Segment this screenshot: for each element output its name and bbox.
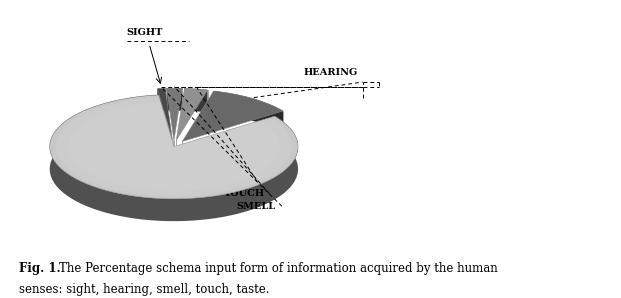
Polygon shape [184,89,207,112]
Polygon shape [50,95,298,221]
Text: HEARING: HEARING [303,68,357,77]
Polygon shape [166,88,182,140]
Polygon shape [176,89,207,140]
Polygon shape [166,88,182,111]
Polygon shape [50,95,298,199]
Polygon shape [157,88,173,140]
Text: Fig. 1.: Fig. 1. [19,262,60,275]
Polygon shape [68,103,279,191]
Text: TASTE: TASTE [211,177,247,186]
Polygon shape [214,91,283,133]
Polygon shape [56,97,292,196]
Text: The Percentage schema input form of information acquired by the human: The Percentage schema input form of info… [59,262,498,275]
Polygon shape [157,88,165,111]
Text: SMELL: SMELL [236,202,275,211]
Polygon shape [183,91,283,142]
Text: SIGHT: SIGHT [127,28,163,37]
Text: TOUCH: TOUCH [224,189,265,198]
Text: senses: sight, hearing, smell, touch, taste.: senses: sight, hearing, smell, touch, ta… [19,283,269,296]
